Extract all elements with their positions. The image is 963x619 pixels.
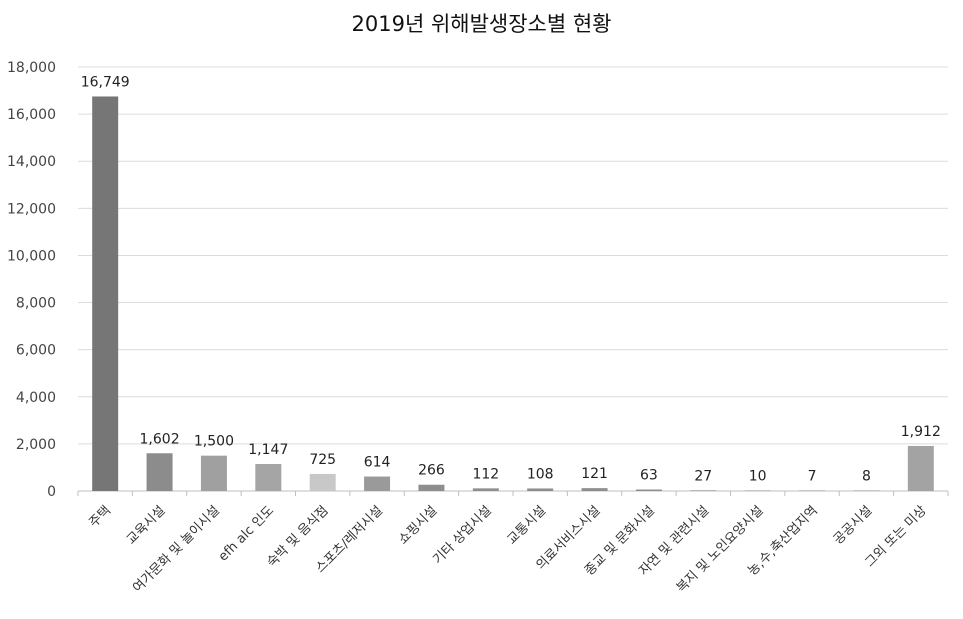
data-label: 27 <box>694 468 712 484</box>
y-tick-label: 12,000 <box>7 201 56 217</box>
x-tick-label: 교육시설 <box>124 503 168 547</box>
bar <box>853 490 880 491</box>
bar <box>907 445 934 491</box>
data-label: 1,147 <box>248 442 288 458</box>
data-label: 1,602 <box>140 431 180 447</box>
data-label: 266 <box>418 463 445 479</box>
y-tick-label: 18,000 <box>7 60 56 76</box>
bar <box>364 476 391 491</box>
y-tick-label: 10,000 <box>7 248 56 264</box>
x-tick-label: 주택 <box>86 503 114 531</box>
bar <box>635 489 662 491</box>
data-label: 108 <box>527 466 554 482</box>
bar <box>581 488 608 491</box>
y-tick-label: 4,000 <box>16 390 56 406</box>
bar <box>146 453 173 491</box>
bars <box>92 96 934 491</box>
data-label: 121 <box>581 466 608 482</box>
data-label: 16,749 <box>81 74 130 90</box>
bar <box>200 455 227 491</box>
bar <box>744 490 771 491</box>
y-tick-label: 14,000 <box>7 154 56 170</box>
y-tick-label: 8,000 <box>16 296 56 312</box>
data-label: 1,912 <box>901 424 941 440</box>
y-tick-label: 0 <box>47 484 56 500</box>
data-label: 10 <box>749 469 767 485</box>
y-tick-label: 6,000 <box>16 343 56 359</box>
data-label: 112 <box>472 466 499 482</box>
bar <box>690 490 717 491</box>
data-label: 1,500 <box>194 434 234 450</box>
bar <box>799 490 826 491</box>
x-tick-label: 교통시설 <box>505 503 549 547</box>
data-label: 614 <box>364 455 391 471</box>
data-label: 725 <box>309 452 336 468</box>
data-label: 7 <box>808 469 817 485</box>
data-label: 8 <box>862 469 871 485</box>
chart-title: 2019년 위해발생장소별 현황 <box>351 12 612 36</box>
x-tick-label: 쇼핑시설 <box>396 503 440 547</box>
y-tick-label: 16,000 <box>7 107 56 123</box>
bar <box>472 488 499 491</box>
bar <box>255 463 282 491</box>
y-axis-ticks: 0 2,000 4,000 6,000 8,000 10,000 12,000 14,000 1… <box>7 60 56 500</box>
y-tick-label: 2,000 <box>16 437 56 453</box>
bar <box>418 484 445 491</box>
bar <box>309 473 336 491</box>
grid-lines <box>78 66 948 492</box>
bar <box>527 488 554 491</box>
x-tick-label: 공공시설 <box>831 503 875 547</box>
x-tick-label: 기타 상업시설 <box>430 503 494 567</box>
data-label: 63 <box>640 468 658 484</box>
bar <box>92 96 119 491</box>
